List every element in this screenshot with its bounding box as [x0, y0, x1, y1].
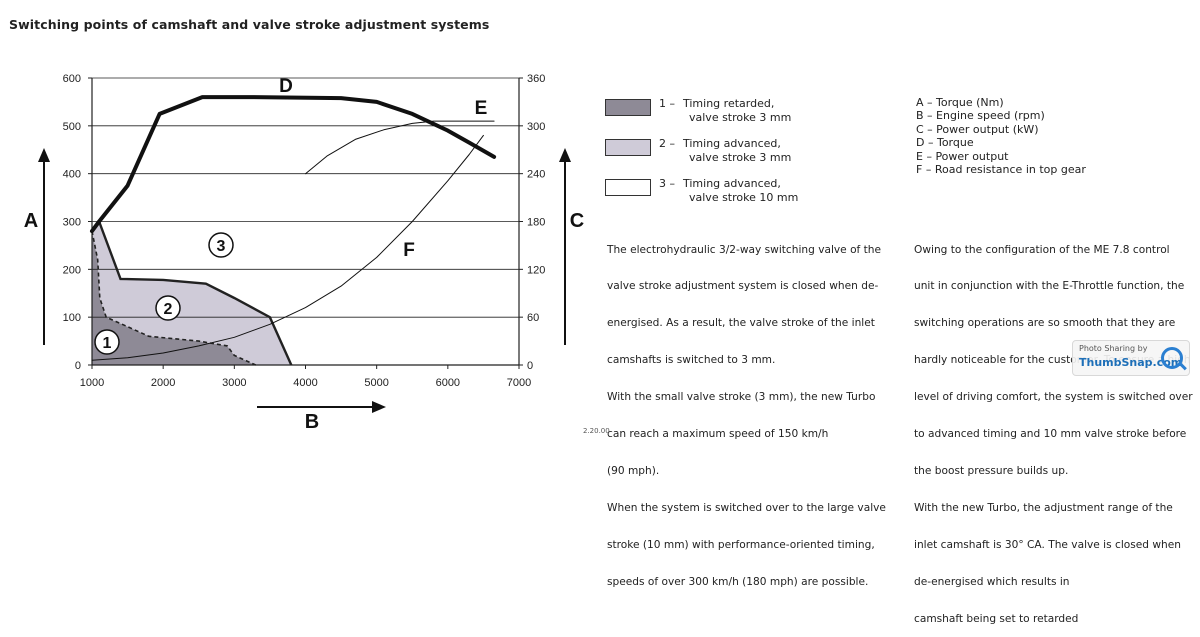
region-label-circle-3	[208, 232, 234, 258]
paragraph-right-line: to advanced timing and 10 mm valve strok…	[914, 428, 1187, 441]
legend-item-1: 1 – Timing retarded, valve stroke 3 mm	[605, 97, 835, 137]
paragraph-left-line: The electrohydraulic 3/2-way switching v…	[607, 243, 882, 256]
paragraph-left-line: With the small valve stroke (3 mm), the …	[607, 391, 876, 404]
series-e	[305, 120, 495, 175]
y-left-arrow-head	[38, 148, 50, 162]
curve-label-f: F	[403, 240, 415, 261]
series-f	[91, 134, 484, 361]
legend-number-1: 1 –	[659, 97, 675, 110]
paragraph-right-line: With the new Turbo, the adjustment range…	[914, 501, 1173, 514]
y-left-tick-label: 500	[63, 121, 81, 133]
x-tick-label: 1000	[80, 377, 104, 389]
key-item-f: F – Road resistance in top gear	[916, 163, 1086, 177]
paragraph-right-line: camshaft being set to retarded	[914, 612, 1079, 625]
watermark-caption: Photo Sharing by	[1079, 344, 1148, 353]
y-right-tick-label: 240	[527, 169, 545, 181]
x-arrow-head	[372, 401, 386, 413]
paragraph-right-line: unit in conjunction with the E-Throttle …	[914, 280, 1185, 293]
paragraph-left-line: stroke (10 mm) with performance-oriented…	[607, 538, 875, 551]
page-number: 2.20.00	[583, 427, 610, 435]
magnifier-icon	[1161, 347, 1183, 369]
curve-label-e: E	[475, 98, 488, 119]
x-tick-label: 6000	[436, 377, 460, 389]
x-tick-label: 7000	[507, 377, 531, 389]
paragraph-right-line: de-energised which results in	[914, 575, 1070, 588]
curve-label-d: D	[279, 76, 293, 97]
region-label-1: 1	[103, 335, 112, 352]
paragraph-right-line: level of driving comfort, the system is …	[914, 391, 1193, 404]
y-right-tick-label: 180	[527, 217, 545, 229]
key-item-e: E – Power output	[916, 149, 1009, 163]
region-2	[92, 221, 292, 365]
key-item-c: C – Power output (kW)	[916, 122, 1039, 136]
legend-item-2: 2 – Timing advanced, valve stroke 3 mm	[605, 137, 835, 177]
y-right-arrow-head	[559, 148, 571, 162]
paragraph-left: The electrohydraulic 3/2-way switching v…	[607, 219, 886, 600]
paragraph-left-line: (90 mph).	[607, 464, 660, 477]
paragraph-right-line: the boost pressure builds up.	[914, 464, 1069, 477]
y-left-tick-label: 0	[75, 360, 81, 372]
x-tick-label: 4000	[293, 377, 317, 389]
legend-swatch-2	[605, 139, 651, 156]
y-right-tick-label: 360	[527, 73, 545, 85]
region-label-circle-2	[155, 295, 181, 321]
legend-item-3: 3 – Timing advanced, valve stroke 10 mm	[605, 177, 835, 217]
region-1	[92, 231, 256, 365]
region-label-3: 3	[217, 238, 226, 255]
y-left-tick-label: 200	[63, 264, 81, 276]
legend-text-1: Timing retarded, valve stroke 3 mm	[683, 97, 792, 124]
region-1-boundary	[91, 230, 257, 366]
y-left-tick-label: 400	[63, 169, 81, 181]
axis-key: A – Torque (Nm) B – Engine speed (rpm) C…	[916, 96, 1086, 176]
paragraph-right: Owing to the configuration of the ME 7.8…	[914, 219, 1193, 637]
y-left-tick-label: 600	[63, 73, 81, 85]
thumbsnap-watermark[interactable]: Photo Sharing by ThumbSnap.com	[1072, 340, 1190, 376]
paragraph-left-line: energised. As a result, the valve stroke…	[607, 317, 875, 330]
y-right-tick-label: 120	[527, 264, 545, 276]
page-title: Switching points of camshaft and valve s…	[9, 17, 490, 32]
paragraph-left-line: When the system is switched over to the …	[607, 501, 886, 514]
magnifier-handle-icon	[1179, 362, 1187, 371]
legend-swatch-1	[605, 99, 651, 116]
x-tick-label: 2000	[151, 377, 175, 389]
legend-swatch-3	[605, 179, 651, 196]
y-right-tick-label: 0	[527, 360, 533, 372]
y-right-tick-label: 300	[527, 121, 545, 133]
chart: 0100200300400500600060120180240300360100…	[24, 73, 584, 433]
region-label-circle-1	[94, 329, 120, 355]
paragraph-left-line: camshafts is switched to 3 mm.	[607, 354, 776, 367]
key-item-d: D – Torque	[916, 136, 974, 150]
paragraph-left-line: can reach a maximum speed of 150 km/h	[607, 428, 829, 441]
key-item-b: B – Engine speed (rpm)	[916, 109, 1045, 123]
legend-text-2: Timing advanced, valve stroke 3 mm	[683, 137, 792, 164]
region-label-2: 2	[164, 301, 173, 318]
y-left-tick-label: 300	[63, 217, 81, 229]
x-tick-label: 3000	[222, 377, 246, 389]
watermark-brand: ThumbSnap.com	[1079, 356, 1183, 369]
key-item-a: A – Torque (Nm)	[916, 96, 1004, 109]
paragraph-right-line: Owing to the configuration of the ME 7.8…	[914, 243, 1170, 256]
paragraph-right-line: inlet camshaft is 30° CA. The valve is c…	[914, 538, 1181, 551]
x-tick-label: 5000	[364, 377, 388, 389]
x-axis-letter: B	[305, 411, 319, 433]
series-d	[90, 95, 497, 234]
region-2-boundary	[91, 219, 293, 366]
paragraph-left-line: valve stroke adjustment system is closed…	[607, 280, 879, 293]
paragraph-left-line: speeds of over 300 km/h (180 mph) are po…	[607, 575, 869, 588]
legend-number-3: 3 –	[659, 177, 675, 190]
y-left-tick-label: 100	[63, 312, 81, 324]
legend-number-2: 2 –	[659, 137, 675, 150]
y-left-axis-letter: A	[24, 210, 38, 232]
y-right-tick-label: 60	[527, 312, 539, 324]
y-right-axis-letter: C	[570, 210, 584, 232]
paragraph-right-line: switching operations are so smooth that …	[914, 317, 1176, 330]
legend-text-3: Timing advanced, valve stroke 10 mm	[683, 177, 799, 204]
